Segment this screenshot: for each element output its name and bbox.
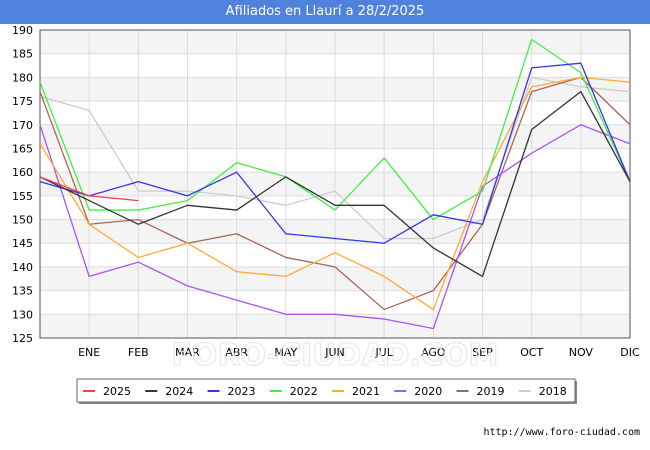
x-tick-label: MAR [175,346,200,359]
legend-label-2023: 2023 [228,385,256,398]
x-tick-label: JUN [324,346,345,359]
legend-label-2018: 2018 [539,385,567,398]
x-tick-label: OCT [520,346,543,359]
x-tick-label: FEB [128,346,149,359]
source-url[interactable]: http://www.foro-ciudad.com [483,427,640,438]
legend-label-2025: 2025 [103,385,131,398]
y-tick-label: 145 [12,237,33,250]
x-tick-label: JUL [374,346,393,359]
y-tick-label: 165 [12,142,33,155]
x-tick-label: NOV [569,346,594,359]
y-tick-label: 180 [12,71,33,84]
y-tick-label: 130 [12,308,33,321]
y-tick-label: 155 [12,190,33,203]
series-line-2021 [39,76,631,311]
x-tick-label: ENE [78,346,100,359]
legend-label-2024: 2024 [165,385,193,398]
series-line-2024 [39,90,631,278]
x-tick-label: DIC [620,346,640,359]
chart-title: Afiliados en Llaurí a 28/2/2025 [225,4,425,19]
legend-label-2019: 2019 [477,385,505,398]
x-tick-label: AGO [421,346,446,359]
legend-label-2021: 2021 [352,385,380,398]
watermark: FORO-CIUDAD.COM [172,338,499,373]
y-tick-label: 140 [12,261,33,274]
x-tick-label: MAY [274,346,297,359]
y-tick-label: 170 [12,119,33,132]
series-line-2023 [39,62,631,244]
series-line-2019 [39,76,631,311]
legend-box [76,378,576,403]
title-bar [0,0,650,24]
y-tick-label: 185 [12,48,33,61]
y-tick-label: 190 [12,24,33,37]
y-tick-label: 160 [12,166,33,179]
y-tick-label: 175 [12,95,33,108]
y-tick-label: 150 [12,214,33,227]
y-tick-label: 135 [12,285,33,298]
x-tick-label: ABR [225,346,248,359]
x-tick-label: SEP [472,346,493,359]
y-tick-label: 125 [12,332,33,345]
series-line-2025 [39,176,139,202]
series-line-2022 [39,38,631,221]
series-line-2020 [39,124,631,330]
legend-label-2022: 2022 [290,385,318,398]
series-line-2018 [39,76,631,240]
plot-frame [39,29,631,339]
legend-label-2020: 2020 [414,385,442,398]
